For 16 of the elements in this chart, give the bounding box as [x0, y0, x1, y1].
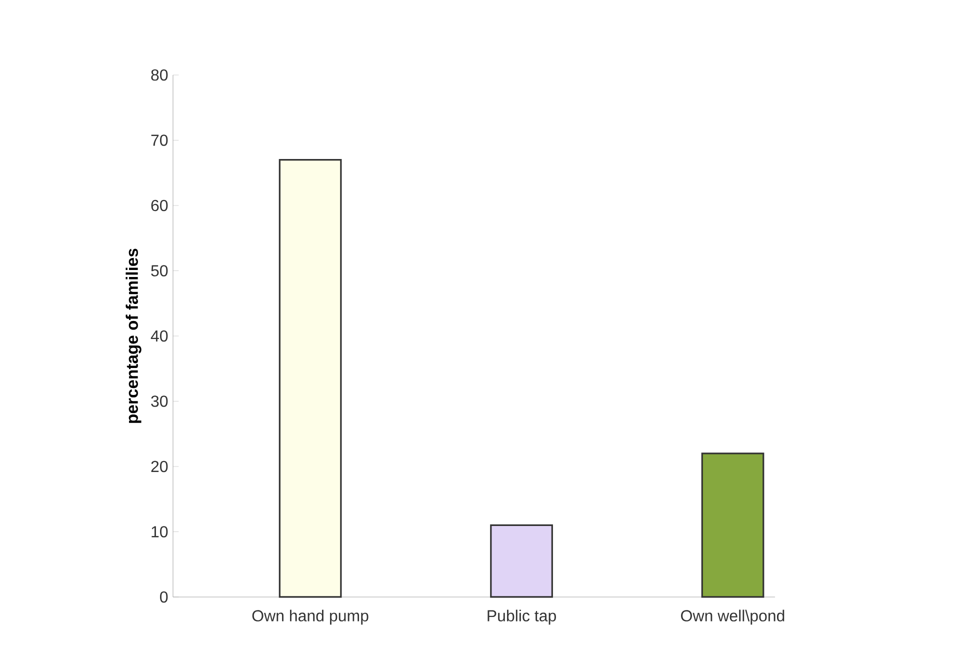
- x-tick-label: Public tap: [488, 610, 556, 625]
- y-tick-label: 60: [151, 200, 168, 212]
- y-tick-label: 0: [160, 591, 168, 603]
- y-tick-label: 20: [151, 460, 168, 472]
- x-tick-label: Own well\pond: [681, 610, 784, 625]
- y-tick-label: 10: [152, 526, 168, 538]
- bar: [490, 524, 553, 598]
- y-tick-label: 40: [150, 330, 168, 342]
- x-tick-label: Own hand pump: [252, 610, 368, 625]
- y-tick-label: 80: [151, 69, 168, 81]
- bar: [278, 159, 342, 598]
- y-tick-label: 30: [151, 396, 168, 407]
- y-axis-title: percentage of families: [126, 248, 142, 423]
- y-tick-label: 70: [151, 134, 168, 146]
- bar: [701, 452, 764, 598]
- y-tick-label: 50: [151, 265, 168, 276]
